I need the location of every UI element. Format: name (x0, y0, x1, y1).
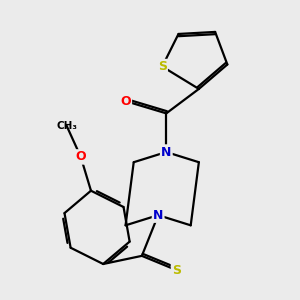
Text: N: N (161, 146, 172, 158)
Text: N: N (153, 208, 163, 222)
Text: S: S (172, 264, 181, 277)
Text: O: O (120, 94, 131, 108)
Text: O: O (76, 150, 86, 164)
Text: CH₃: CH₃ (56, 121, 77, 130)
Text: S: S (158, 60, 167, 73)
